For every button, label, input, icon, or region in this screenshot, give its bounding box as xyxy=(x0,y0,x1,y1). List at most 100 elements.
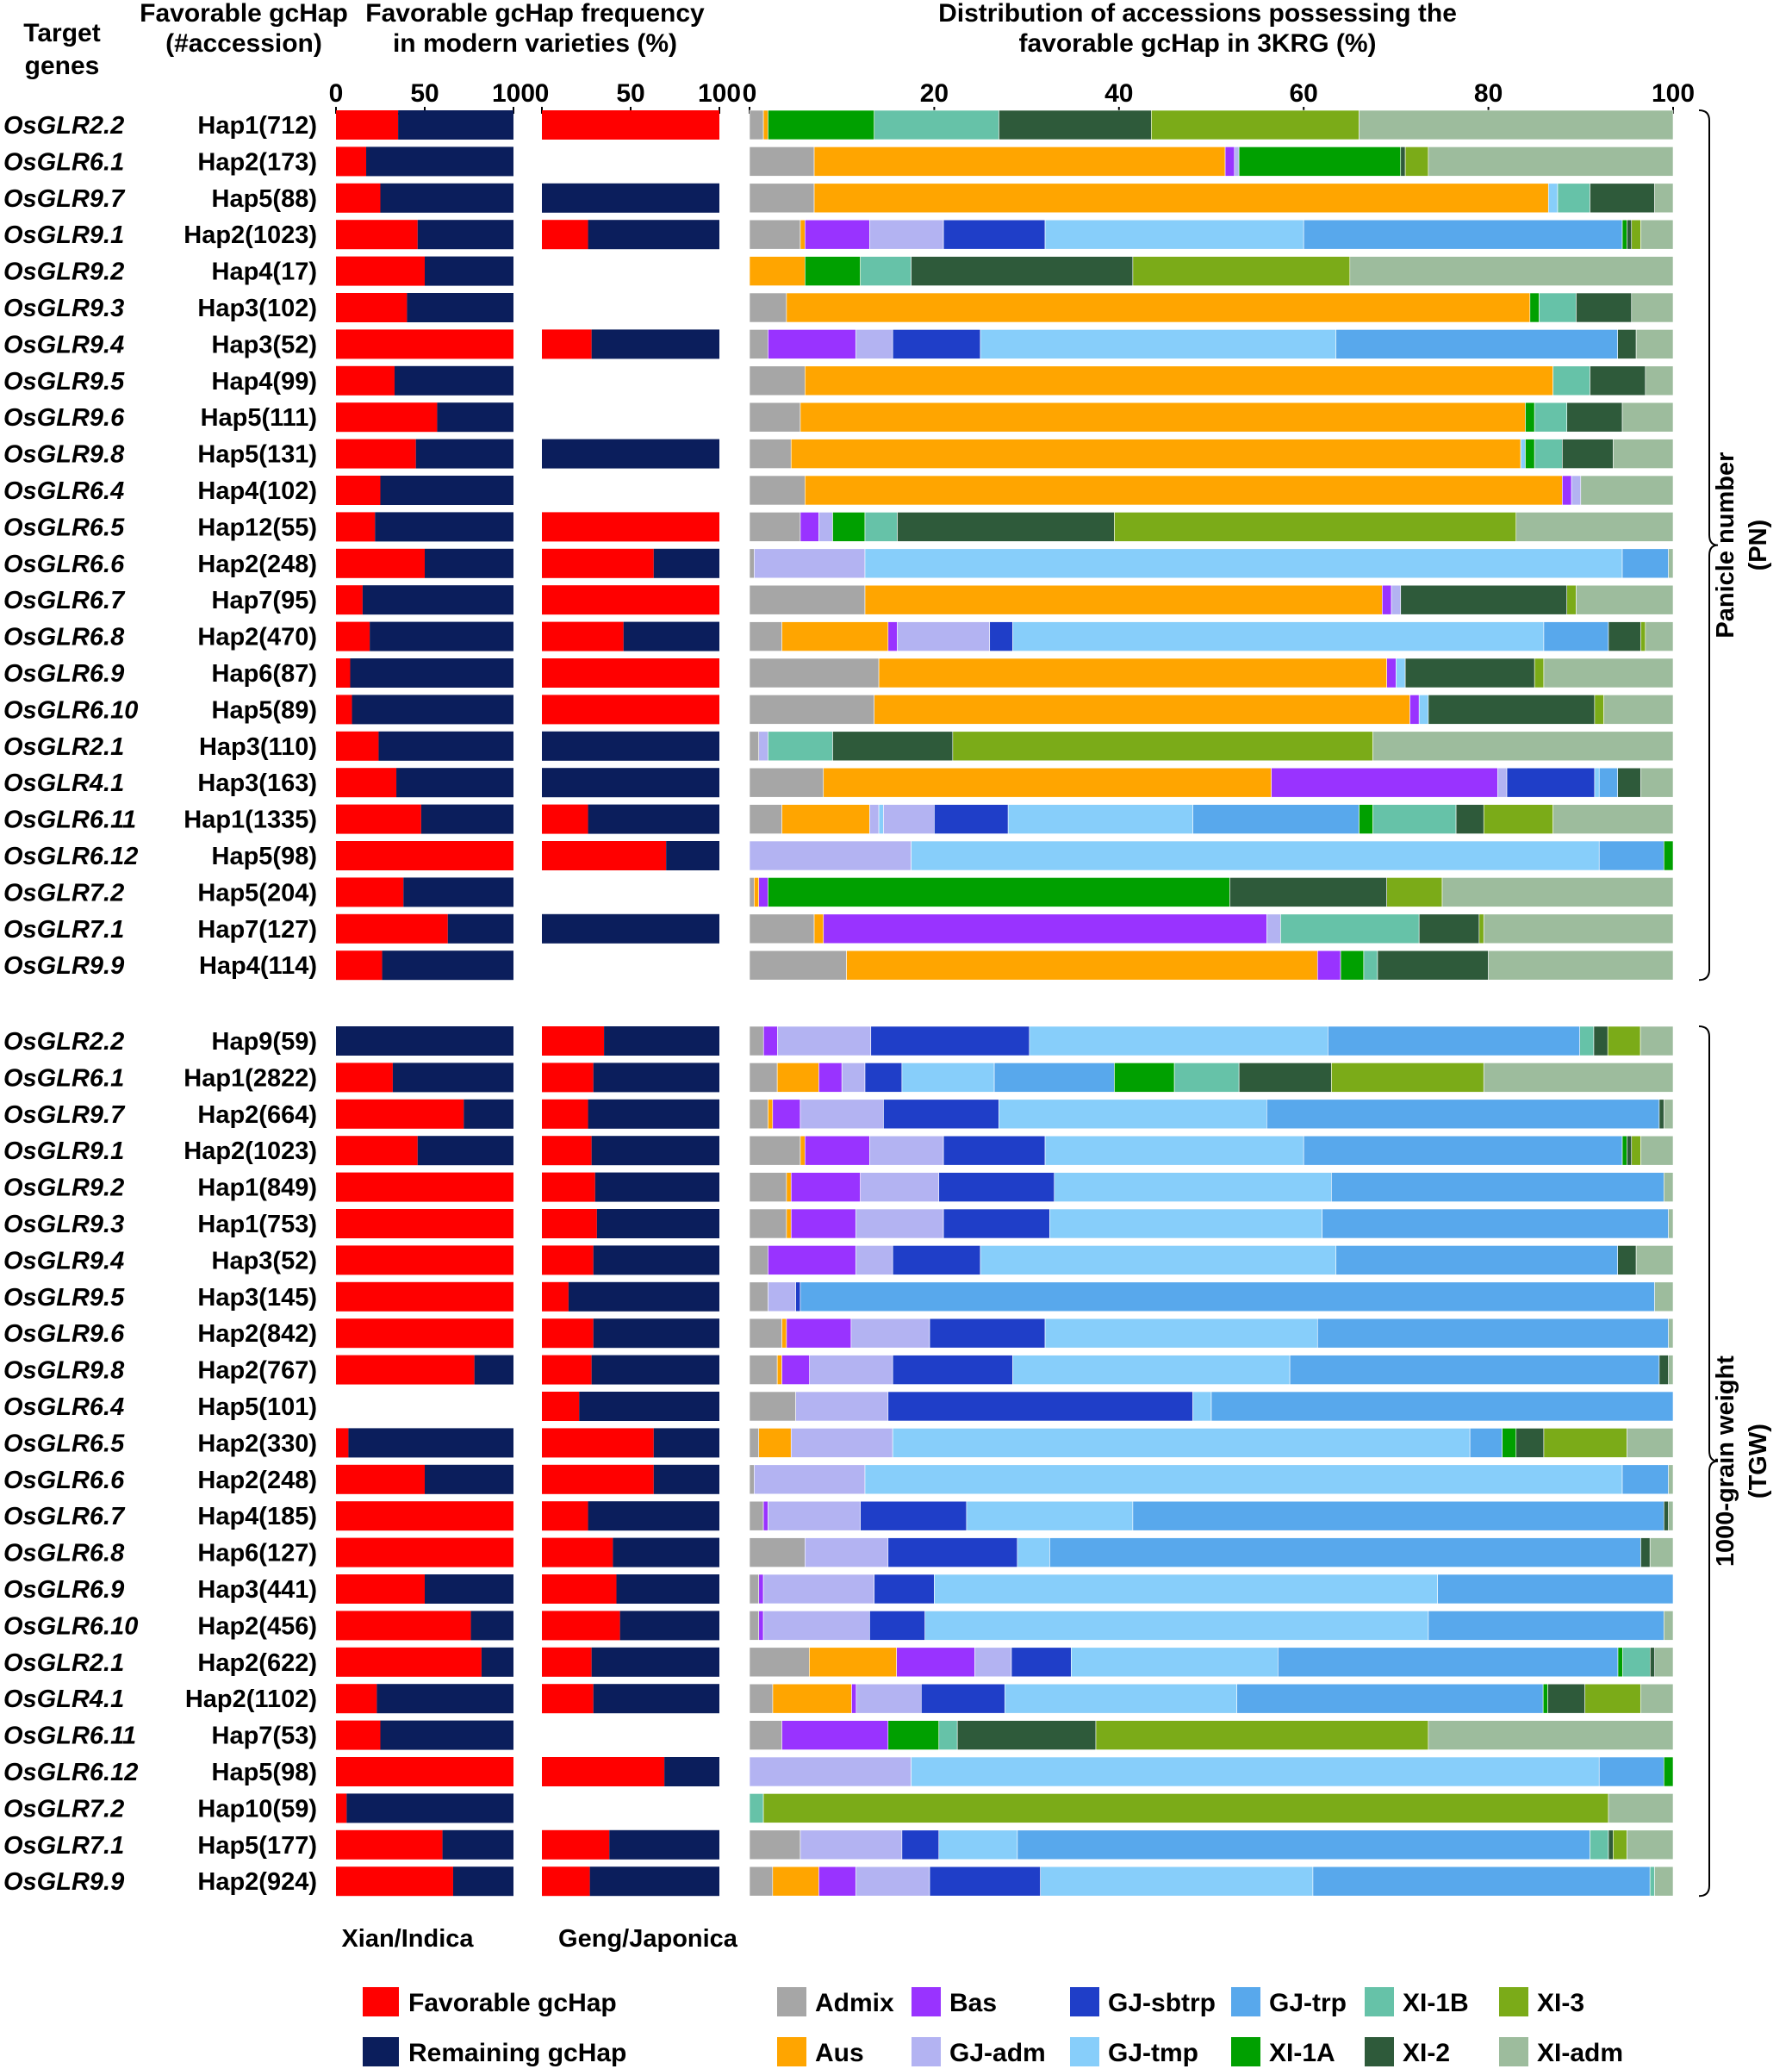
gene-label: OsGLR6.4 xyxy=(3,477,124,505)
xian-favorable-bar xyxy=(336,1209,513,1238)
dist-segment-bas xyxy=(790,1208,856,1239)
dist-segment-admix xyxy=(749,1720,782,1750)
xian-tick-label: 100 xyxy=(492,79,535,108)
xian-favorable-bar xyxy=(336,402,438,433)
dist-segment-xi-adm xyxy=(1613,439,1674,469)
xian-favorable-bar xyxy=(336,585,363,615)
hap-label: Hap2(767) xyxy=(197,1357,317,1385)
dist-segment-admix xyxy=(749,219,801,250)
geng-favorable-bar xyxy=(542,1245,594,1275)
xian-remaining-bar xyxy=(380,1720,513,1750)
dist-segment-gj-sbtrp xyxy=(943,1135,1046,1166)
dist-segment-gj-sbtrp xyxy=(943,1208,1050,1239)
dist-segment-xi-1b xyxy=(1173,1063,1240,1093)
xian-favorable-bar xyxy=(336,913,448,944)
hap-label: Hap5(131) xyxy=(197,441,317,469)
dist-segment-xi-3 xyxy=(952,731,1373,762)
dist-segment-xi-adm xyxy=(1663,1611,1674,1641)
hap-label: Hap3(52) xyxy=(212,331,318,358)
geng-favorable-bar xyxy=(542,1099,588,1129)
xian-remaining-bar xyxy=(380,476,513,505)
dist-segment-xi-adm xyxy=(1640,1135,1674,1166)
legend-swatch-admix xyxy=(777,1987,806,2016)
dist-segment-xi-2 xyxy=(1400,584,1568,615)
subpop-label-geng: Geng/Japonica xyxy=(558,1925,738,1953)
legend-swatch-remaining xyxy=(363,2037,399,2066)
dist-segment-xi-2 xyxy=(1617,329,1637,359)
dist-segment-xi-2 xyxy=(911,256,1134,286)
dist-segment-gj-sbtrp xyxy=(929,1866,1041,1897)
dist-segment-gj-trp xyxy=(1335,1245,1618,1275)
dist-segment-gj-tmp xyxy=(1012,1355,1291,1385)
hap-label: Hap4(102) xyxy=(197,477,317,505)
dist-segment-bas xyxy=(1562,475,1572,506)
xian-favorable-bar xyxy=(336,731,379,761)
dist-segment-gj-trp xyxy=(1192,804,1360,834)
dist-segment-bas xyxy=(818,1063,843,1093)
geng-remaining-bar xyxy=(542,439,719,469)
dist-segment-gj-tmp xyxy=(980,1245,1337,1275)
dist-segment-xi-1b xyxy=(768,731,833,762)
dist-segment-gj-adm xyxy=(855,1866,930,1897)
dist-segment-aus xyxy=(776,1355,782,1385)
dist-segment-admix xyxy=(749,950,847,981)
dist-segment-xi-1a xyxy=(1525,402,1535,433)
gene-label: OsGLR9.6 xyxy=(3,1320,125,1348)
dist-segment-xi-adm xyxy=(1640,1025,1674,1056)
xian-favorable-bar xyxy=(336,950,383,981)
dist-segment-admix xyxy=(749,621,782,651)
geng-remaining-bar xyxy=(542,913,719,944)
dist-segment-aus xyxy=(805,365,1553,396)
hap-label: Hap3(163) xyxy=(197,770,317,797)
gene-label: OsGLR6.6 xyxy=(3,551,125,578)
legend-label-gj-adm: GJ-adm xyxy=(949,2039,1046,2067)
xian-remaining-bar xyxy=(417,220,513,250)
xian-favorable-bar xyxy=(336,365,395,396)
xian-favorable-bar xyxy=(336,621,370,651)
dist-segment-admix xyxy=(749,1318,782,1349)
dist-segment-gj-trp xyxy=(1543,621,1609,651)
dist-segment-admix xyxy=(749,365,806,396)
geng-remaining-bar xyxy=(664,1757,719,1786)
xian-tick-label: 0 xyxy=(329,79,344,108)
dist-segment-xi-3 xyxy=(1404,146,1429,177)
dist-segment-xi-2 xyxy=(999,109,1152,140)
dist-segment-xi-2 xyxy=(1418,913,1480,944)
hap-label: Hap2(622) xyxy=(197,1649,317,1677)
legend-swatch-favorable xyxy=(363,1987,399,2016)
dist-segment-admix xyxy=(749,1866,774,1897)
xian-favorable-bar xyxy=(336,1464,425,1494)
hap-label: Hap1(712) xyxy=(197,112,317,140)
xian-remaining-bar xyxy=(366,146,513,177)
dist-segment-xi-1a xyxy=(1114,1063,1175,1093)
dist-segment-xi-1a xyxy=(1529,292,1540,323)
dist-segment-xi-3 xyxy=(1478,913,1484,944)
dist-segment-bas xyxy=(823,913,1267,944)
xian-favorable-bar xyxy=(336,1647,482,1677)
geng-favorable-bar xyxy=(542,512,719,542)
dist-segment-gj-adm xyxy=(762,1574,875,1605)
xian-remaining-bar xyxy=(376,1684,513,1714)
xian-favorable-bar xyxy=(336,1537,513,1567)
dist-segment-xi-2 xyxy=(956,1720,1097,1750)
dist-segment-xi-2 xyxy=(1229,877,1387,907)
dist-segment-xi-2 xyxy=(1562,439,1614,469)
gene-label: OsGLR6.11 xyxy=(3,807,136,834)
hap-label: Hap7(95) xyxy=(212,587,318,614)
dist-segment-xi-adm xyxy=(1580,475,1674,506)
dist-segment-xi-adm xyxy=(1654,1647,1674,1678)
xian-favorable-bar xyxy=(336,548,425,578)
xian-remaining-bar xyxy=(425,1464,513,1494)
gene-label: OsGLR9.6 xyxy=(3,404,125,432)
dist-segment-xi-1a xyxy=(1663,840,1674,871)
dist-segment-admix xyxy=(749,1428,760,1458)
dist-segment-xi-1b xyxy=(1552,365,1590,396)
dist-segment-aus xyxy=(813,183,1549,214)
legend-swatch-gj-trp xyxy=(1231,1987,1260,2016)
dist-segment-admix xyxy=(749,731,760,762)
gene-label: OsGLR4.1 xyxy=(3,770,124,797)
dist-segment-aus xyxy=(813,146,1226,177)
gene-label: OsGLR6.5 xyxy=(3,514,125,541)
dist-segment-gj-tmp xyxy=(1520,439,1526,469)
dist-segment-xi-adm xyxy=(1649,1537,1674,1567)
